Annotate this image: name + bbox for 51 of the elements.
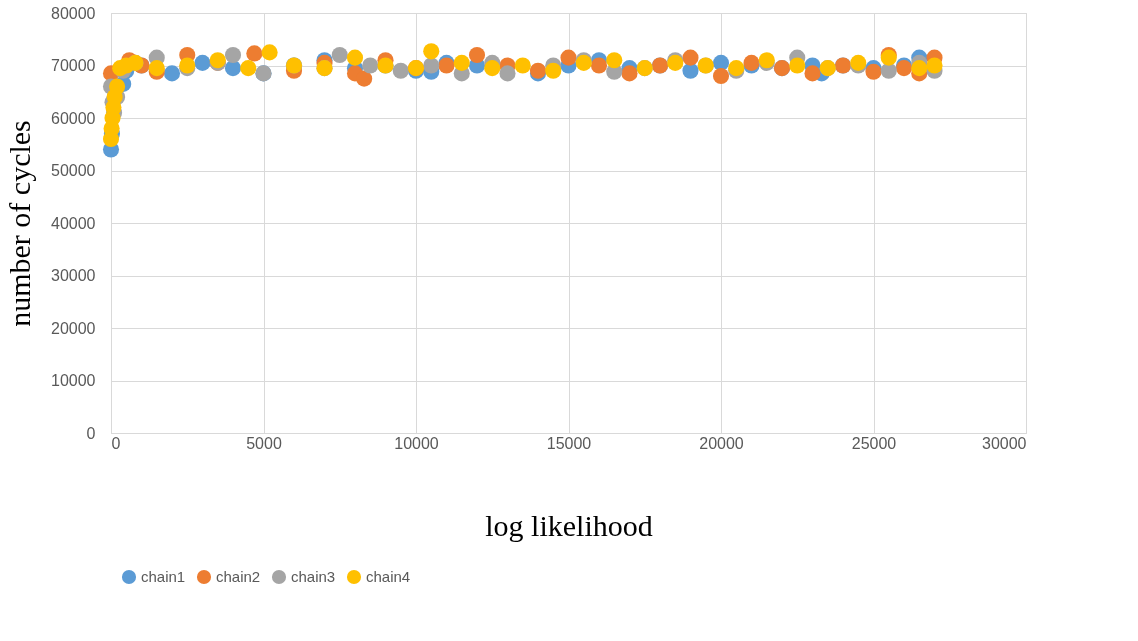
point <box>246 45 263 62</box>
legend-label: chain1 <box>141 568 186 585</box>
point <box>194 54 211 71</box>
point <box>560 49 577 66</box>
point <box>356 70 373 87</box>
point <box>261 44 278 61</box>
y-tick-label: 40000 <box>51 214 96 232</box>
x-tick-label: 30000 <box>982 434 1027 452</box>
y-tick-label: 60000 <box>51 109 96 127</box>
y-axis-title: number of cycles <box>3 120 37 327</box>
point <box>682 49 699 66</box>
point <box>712 67 730 85</box>
y-tick-label: 30000 <box>51 267 96 284</box>
point <box>499 65 516 82</box>
point <box>163 65 181 82</box>
x-tick-label: 5000 <box>246 434 282 452</box>
legend-label: chain4 <box>366 568 411 585</box>
point <box>590 57 608 74</box>
point <box>484 60 501 77</box>
point <box>392 62 409 79</box>
y-tick-label: 80000 <box>51 4 96 22</box>
x-tick-label: 0 <box>111 434 121 452</box>
y-tick-label: 70000 <box>51 57 96 74</box>
x-tick-label: 10000 <box>394 434 439 452</box>
point <box>606 52 623 69</box>
x-tick-label: 25000 <box>851 434 897 452</box>
point <box>926 57 943 74</box>
legend-label: chain3 <box>291 568 336 585</box>
x-tick-label: 20000 <box>699 434 744 452</box>
point <box>331 46 348 64</box>
point <box>224 46 242 64</box>
point <box>109 78 126 95</box>
y-tick-label: 50000 <box>51 162 96 179</box>
point <box>804 65 821 82</box>
point <box>621 65 638 82</box>
legend-label: chain2 <box>216 568 261 585</box>
x-axis-title: log likelihood <box>485 508 653 542</box>
point <box>514 57 531 74</box>
x-tick-label: 15000 <box>546 434 592 452</box>
point <box>545 62 562 79</box>
point <box>362 57 379 74</box>
y-tick-label: 20000 <box>51 319 96 337</box>
point <box>346 49 364 66</box>
point <box>240 60 257 77</box>
point <box>468 46 486 64</box>
point <box>453 54 470 71</box>
y-tick-label: 10000 <box>51 372 96 389</box>
point <box>911 60 928 77</box>
point <box>423 57 440 74</box>
point <box>423 43 440 60</box>
point <box>789 57 806 74</box>
